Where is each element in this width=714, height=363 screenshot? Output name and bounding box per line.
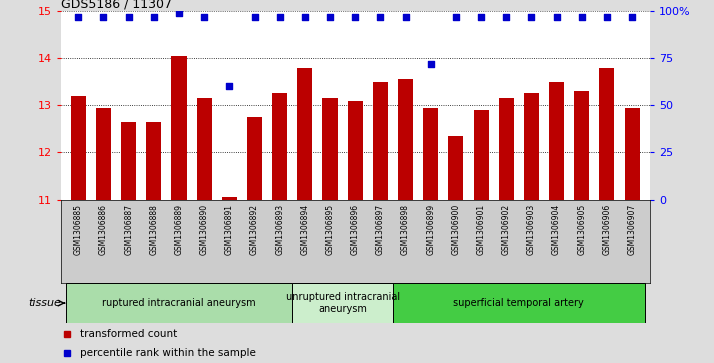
Text: GSM1306891: GSM1306891 bbox=[225, 204, 234, 255]
Bar bbox=[473, 110, 488, 200]
Point bbox=[375, 14, 386, 20]
Text: GSM1306896: GSM1306896 bbox=[351, 204, 360, 255]
Point bbox=[324, 14, 336, 20]
Text: GSM1306905: GSM1306905 bbox=[578, 204, 586, 255]
Text: GSM1306898: GSM1306898 bbox=[401, 204, 410, 255]
Bar bbox=[393, 283, 645, 323]
Bar bbox=[448, 136, 463, 200]
Text: ruptured intracranial aneurysm: ruptured intracranial aneurysm bbox=[102, 298, 256, 308]
Point bbox=[451, 14, 462, 20]
Text: GSM1306900: GSM1306900 bbox=[451, 204, 461, 255]
Text: GDS5186 / 11307: GDS5186 / 11307 bbox=[61, 0, 171, 11]
Bar bbox=[121, 122, 136, 200]
Text: GSM1306894: GSM1306894 bbox=[301, 204, 309, 255]
Text: GSM1306907: GSM1306907 bbox=[628, 204, 637, 255]
Bar bbox=[323, 98, 338, 200]
Bar bbox=[373, 82, 388, 200]
Text: GSM1306893: GSM1306893 bbox=[275, 204, 284, 255]
Text: GSM1306906: GSM1306906 bbox=[603, 204, 611, 255]
Point bbox=[174, 10, 185, 16]
Point bbox=[299, 14, 311, 20]
Point bbox=[73, 14, 84, 20]
Text: unruptured intracranial
aneurysm: unruptured intracranial aneurysm bbox=[286, 292, 400, 314]
Text: tissue: tissue bbox=[28, 298, 61, 308]
Text: GSM1306889: GSM1306889 bbox=[174, 204, 183, 255]
Point bbox=[98, 14, 109, 20]
Bar bbox=[524, 93, 539, 200]
Text: GSM1306903: GSM1306903 bbox=[527, 204, 536, 255]
Text: superficial temporal artery: superficial temporal artery bbox=[453, 298, 584, 308]
Point bbox=[223, 83, 235, 89]
Bar bbox=[66, 283, 292, 323]
Bar bbox=[423, 107, 438, 200]
Point bbox=[626, 14, 638, 20]
Bar bbox=[96, 107, 111, 200]
Point bbox=[551, 14, 563, 20]
Bar bbox=[297, 68, 313, 200]
Text: GSM1306901: GSM1306901 bbox=[476, 204, 486, 255]
Text: percentile rank within the sample: percentile rank within the sample bbox=[79, 348, 256, 358]
Text: GSM1306887: GSM1306887 bbox=[124, 204, 133, 255]
Point bbox=[148, 14, 159, 20]
Point bbox=[526, 14, 537, 20]
Bar bbox=[498, 98, 514, 200]
Point bbox=[501, 14, 512, 20]
Point bbox=[274, 14, 286, 20]
Point bbox=[123, 14, 134, 20]
Point bbox=[576, 14, 588, 20]
Point bbox=[198, 14, 210, 20]
Text: GSM1306890: GSM1306890 bbox=[200, 204, 208, 255]
Text: GSM1306895: GSM1306895 bbox=[326, 204, 335, 255]
Point bbox=[476, 14, 487, 20]
Bar bbox=[398, 79, 413, 200]
Point bbox=[601, 14, 613, 20]
Bar bbox=[272, 93, 287, 200]
Text: GSM1306892: GSM1306892 bbox=[250, 204, 259, 255]
Bar bbox=[222, 197, 237, 200]
Point bbox=[349, 14, 361, 20]
Bar bbox=[196, 98, 212, 200]
Bar bbox=[247, 117, 262, 200]
Bar bbox=[292, 283, 393, 323]
Point bbox=[425, 61, 436, 67]
Point bbox=[400, 14, 411, 20]
Bar bbox=[549, 82, 564, 200]
Text: transformed count: transformed count bbox=[79, 329, 177, 339]
Text: GSM1306885: GSM1306885 bbox=[74, 204, 83, 255]
Bar bbox=[146, 122, 161, 200]
Bar bbox=[599, 68, 615, 200]
Text: GSM1306886: GSM1306886 bbox=[99, 204, 108, 255]
Point bbox=[248, 14, 260, 20]
Bar bbox=[574, 91, 589, 200]
Text: GSM1306897: GSM1306897 bbox=[376, 204, 385, 255]
Text: GSM1306904: GSM1306904 bbox=[552, 204, 561, 255]
Bar bbox=[625, 107, 640, 200]
Text: GSM1306902: GSM1306902 bbox=[502, 204, 511, 255]
Text: GSM1306888: GSM1306888 bbox=[149, 204, 159, 255]
Bar bbox=[348, 101, 363, 200]
Text: GSM1306899: GSM1306899 bbox=[426, 204, 436, 255]
Bar bbox=[71, 96, 86, 200]
Bar bbox=[171, 56, 186, 200]
